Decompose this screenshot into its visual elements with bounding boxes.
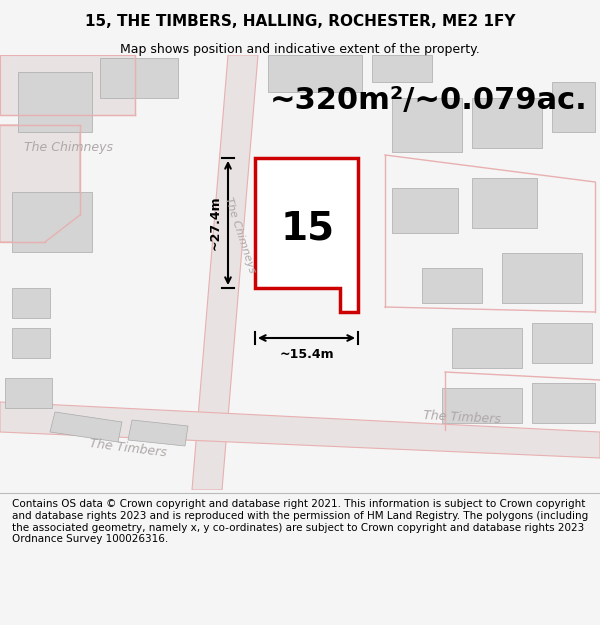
Text: The Timbers: The Timbers <box>423 409 501 426</box>
Text: The Timbers: The Timbers <box>89 437 167 459</box>
Text: ~27.4m: ~27.4m <box>209 196 222 250</box>
Text: ~320m²/~0.079ac.: ~320m²/~0.079ac. <box>270 86 588 114</box>
Polygon shape <box>50 412 122 442</box>
Polygon shape <box>192 55 258 490</box>
Polygon shape <box>128 420 188 446</box>
Polygon shape <box>0 55 135 115</box>
Polygon shape <box>552 82 595 132</box>
Polygon shape <box>12 288 50 318</box>
Polygon shape <box>268 55 362 92</box>
Polygon shape <box>12 192 92 252</box>
Text: Contains OS data © Crown copyright and database right 2021. This information is : Contains OS data © Crown copyright and d… <box>12 499 588 544</box>
Polygon shape <box>0 402 600 458</box>
Polygon shape <box>392 98 462 152</box>
Polygon shape <box>442 388 522 423</box>
Polygon shape <box>18 72 92 132</box>
Text: Map shows position and indicative extent of the property.: Map shows position and indicative extent… <box>120 43 480 56</box>
Polygon shape <box>372 55 432 82</box>
Polygon shape <box>472 178 537 228</box>
Polygon shape <box>12 328 50 358</box>
Polygon shape <box>422 268 482 303</box>
Text: ~15.4m: ~15.4m <box>279 348 334 361</box>
Polygon shape <box>472 98 542 148</box>
Polygon shape <box>452 328 522 368</box>
Polygon shape <box>532 323 592 363</box>
Text: The Chimneys: The Chimneys <box>23 141 113 154</box>
Polygon shape <box>270 178 332 258</box>
Text: 15: 15 <box>281 209 335 247</box>
Polygon shape <box>392 188 458 233</box>
Text: The Chimneys: The Chimneys <box>223 196 257 274</box>
Polygon shape <box>255 158 358 312</box>
Polygon shape <box>0 125 80 242</box>
Polygon shape <box>532 383 595 423</box>
Polygon shape <box>5 378 52 408</box>
Polygon shape <box>100 58 178 98</box>
Text: 15, THE TIMBERS, HALLING, ROCHESTER, ME2 1FY: 15, THE TIMBERS, HALLING, ROCHESTER, ME2… <box>85 14 515 29</box>
Polygon shape <box>502 253 582 303</box>
